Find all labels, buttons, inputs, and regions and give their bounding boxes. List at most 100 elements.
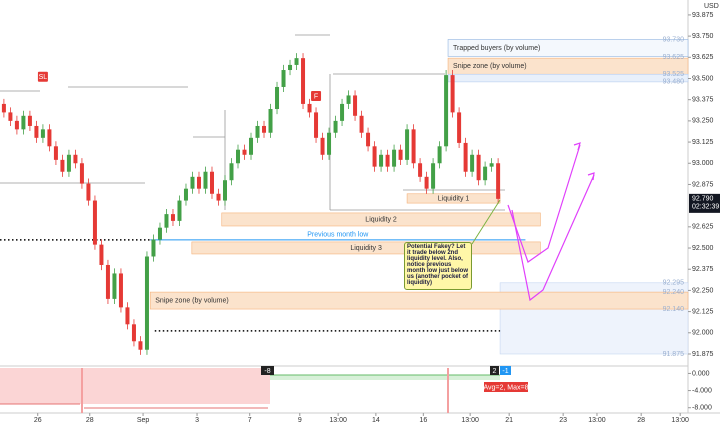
y-tick-label: 93.250: [692, 118, 714, 125]
candle-body: [144, 256, 149, 350]
indicator-positive-area: [270, 375, 500, 380]
candle-body: [249, 137, 254, 155]
price-mark: 93.525: [663, 71, 685, 78]
candle-body: [170, 214, 175, 221]
projection-arrows: [507, 142, 595, 302]
badge-label: 2: [493, 368, 497, 375]
candle-body: [483, 166, 488, 181]
y-tick-label: 92.875: [692, 181, 714, 188]
candle-body: [222, 180, 227, 201]
candle-body: [125, 307, 130, 325]
candle-body: [190, 176, 195, 189]
x-tick-label: 13:00: [461, 417, 479, 424]
y-tick-label: 93.875: [692, 12, 714, 19]
x-tick-label: 13:00: [588, 417, 606, 424]
y-tick-label: 92.250: [692, 287, 714, 294]
candle-body: [392, 149, 397, 167]
y-tick-label: 93.500: [692, 75, 714, 82]
candle-body: [398, 149, 403, 160]
candle-body: [151, 239, 156, 257]
currency: USD: [704, 3, 719, 10]
candle-body: [99, 244, 104, 265]
y-tick-label: 93.750: [692, 33, 714, 40]
candle-body: [177, 200, 182, 221]
zone-label: Snipe zone (by volume): [155, 297, 229, 304]
last-price-box: [689, 193, 720, 213]
x-tick-label: 23: [559, 417, 567, 424]
y-tick-label: 91.875: [692, 351, 714, 358]
countdown: 02:32:39: [692, 204, 719, 211]
y-tick-label: 93.625: [692, 54, 714, 61]
y-tick-label: 93.375: [692, 97, 714, 104]
candle-body: [209, 171, 214, 194]
badge: [484, 382, 528, 392]
x-tick-label: 7: [248, 417, 252, 424]
zone-label: Liquidity 3: [350, 245, 382, 252]
candle-body: [489, 163, 494, 167]
candle-body: [47, 129, 52, 147]
candle-body: [8, 112, 13, 121]
callout-pointer: [471, 199, 501, 245]
y-tick-label: 92.500: [692, 245, 714, 252]
candle-body: [27, 115, 32, 126]
candle-body: [79, 163, 84, 184]
candle-body: [14, 120, 19, 130]
x-tick-label: 13:00: [671, 417, 689, 424]
price-mark: 93.730: [663, 36, 685, 43]
candle-body: [92, 200, 97, 245]
candle-body: [275, 86, 280, 110]
marker-label: SL: [39, 74, 48, 81]
candle-body: [496, 163, 501, 199]
x-tick-label: 26: [34, 417, 42, 424]
candle-body: [457, 112, 462, 143]
last-price-label: 92.790: [692, 196, 714, 203]
candles: [1, 53, 501, 355]
zone-label: Trapped buyers (by volume): [453, 45, 540, 52]
badge-label: Avg=2, Max=8: [483, 384, 528, 391]
x-tick-label: 28: [86, 417, 94, 424]
badge-label: -8: [264, 368, 270, 375]
x-tick-label: 9: [298, 417, 302, 424]
candle-body: [437, 146, 442, 164]
candle-body: [418, 163, 423, 177]
marker-box: [311, 90, 322, 101]
y-tick-label: 93.125: [692, 139, 714, 146]
zone: [447, 39, 689, 57]
candle-body: [385, 154, 390, 167]
candle-body: [294, 58, 299, 65]
candle-body: [281, 70, 286, 87]
candle-body: [164, 214, 169, 228]
candle-body: [431, 163, 436, 189]
zones: Trapped buyers (by volume) Snipe zone (by…: [0, 39, 689, 355]
candle-body: [366, 132, 371, 147]
price-mark: 92.240: [663, 289, 685, 296]
x-tick-label: Sep: [137, 417, 150, 424]
candle-body: [470, 154, 475, 172]
marker-box: [37, 71, 48, 82]
candle-body: [255, 125, 260, 138]
candle-body: [138, 341, 143, 350]
zone-label: Liquidity 2: [365, 216, 397, 223]
candle-body: [53, 146, 58, 160]
indicator-tick-label: -4.000: [692, 387, 712, 394]
price-mark: 92.140: [663, 306, 685, 313]
badge: [261, 366, 274, 375]
candle-body: [424, 176, 429, 189]
badge: [490, 366, 499, 375]
candle-body: [183, 188, 188, 201]
candle-body: [40, 129, 45, 138]
candle-body: [229, 163, 234, 181]
y-tick-label: 92.125: [692, 308, 714, 315]
candle-body: [268, 109, 273, 133]
badge: [500, 366, 511, 375]
indicator-tick-label: -8.000: [692, 405, 712, 412]
candle-body: [288, 64, 293, 71]
candle-body: [21, 115, 26, 130]
indicator-pane: -8 2 -1 Avg=2, Max=8: [0, 366, 529, 413]
indicator-tick-label: 0.000: [692, 370, 710, 377]
candle-body: [105, 264, 110, 299]
candle-body: [112, 273, 117, 299]
price-mark: 93.625: [663, 54, 685, 61]
